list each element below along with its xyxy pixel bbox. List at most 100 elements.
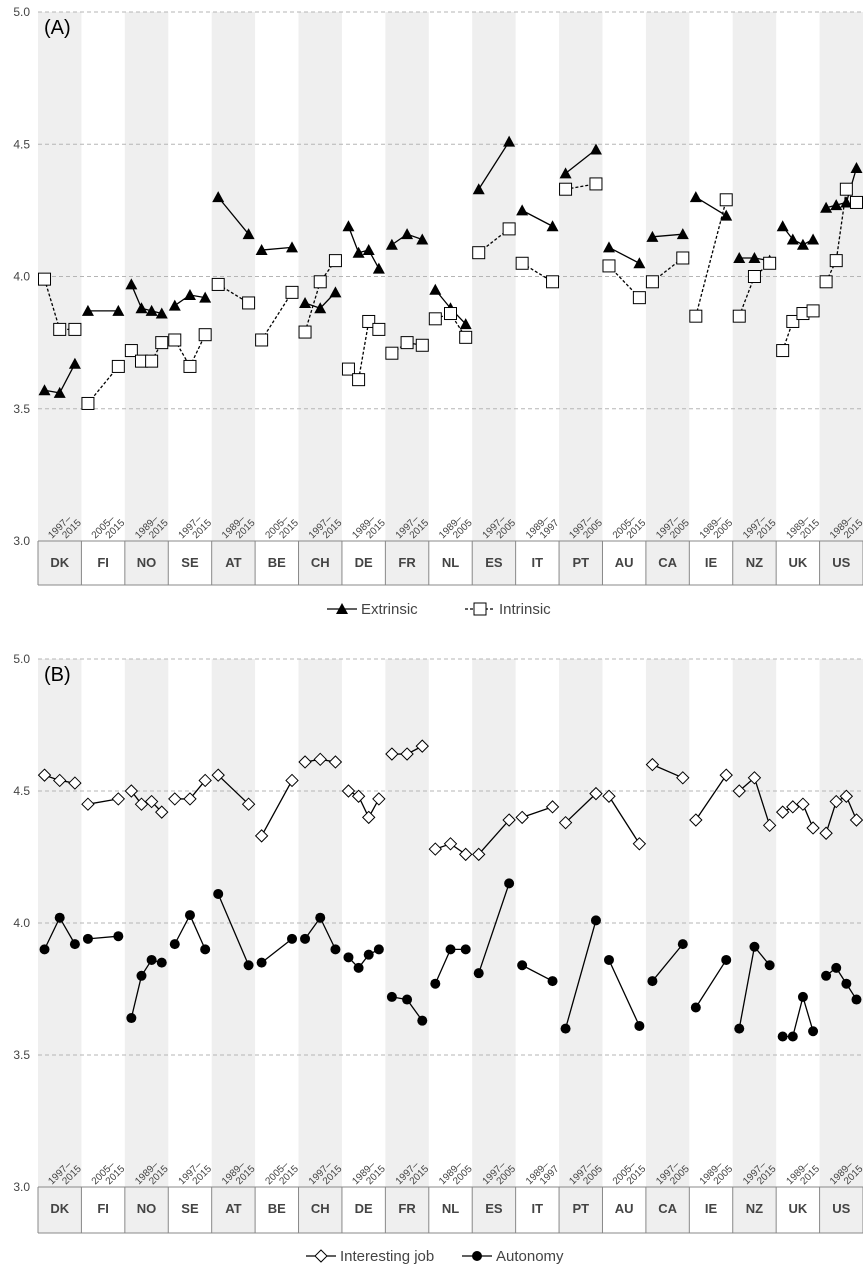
series-line-intrinsic: [825, 187, 858, 283]
point-interesting-job: [502, 813, 516, 827]
point-extrinsic: [796, 238, 809, 250]
point-autonomy: [430, 978, 441, 989]
y-tick-label: 4.5: [13, 784, 30, 798]
point-autonomy: [777, 1031, 788, 1042]
point-autonomy: [504, 878, 515, 889]
point-interesting-job: [362, 810, 376, 825]
point-extrinsic: [807, 233, 820, 245]
point-autonomy: [634, 1020, 645, 1031]
point-intrinsic: [589, 177, 603, 191]
point-intrinsic: [352, 373, 366, 387]
panel-label: (A): [44, 17, 71, 39]
point-interesting-job: [786, 800, 800, 814]
country-label: ES: [485, 1201, 503, 1216]
point-extrinsic: [689, 191, 702, 203]
column-band: [472, 659, 516, 1233]
point-intrinsic: [313, 275, 327, 289]
point-interesting-job: [819, 826, 833, 840]
point-interesting-job: [602, 789, 616, 803]
country-label: SE: [181, 1201, 199, 1216]
point-intrinsic: [676, 251, 690, 265]
column-band: [385, 12, 429, 585]
point-autonomy: [156, 957, 167, 968]
point-extrinsic: [720, 209, 733, 221]
point-autonomy: [473, 968, 484, 979]
point-intrinsic: [546, 275, 560, 289]
point-interesting-job: [254, 829, 269, 843]
point-autonomy: [402, 994, 413, 1005]
country-label: FI: [97, 1201, 109, 1216]
country-label: NO: [137, 555, 157, 570]
series-line-autonomy: [695, 959, 727, 1008]
point-interesting-job: [775, 805, 790, 819]
point-interesting-job: [796, 797, 810, 811]
country-label: AU: [615, 555, 634, 570]
point-extrinsic: [329, 286, 342, 298]
point-extrinsic: [145, 304, 158, 316]
point-interesting-job: [849, 813, 863, 827]
point-interesting-job: [298, 755, 312, 769]
point-interesting-job: [428, 842, 443, 856]
legend-marker-intrinsic: [473, 602, 487, 616]
point-interesting-job: [198, 773, 212, 788]
point-extrinsic: [314, 302, 327, 314]
point-extrinsic: [155, 307, 168, 319]
point-intrinsic: [372, 322, 386, 336]
point-extrinsic: [135, 302, 148, 314]
point-interesting-job: [351, 789, 366, 803]
point-autonomy: [126, 1013, 137, 1024]
country-label: NZ: [746, 555, 763, 570]
series-line-autonomy: [130, 959, 162, 1019]
point-extrinsic: [559, 167, 572, 179]
point-autonomy: [841, 978, 852, 989]
point-interesting-job: [53, 773, 67, 788]
point-interesting-job: [558, 815, 573, 830]
legend-marker-interesting-job: [314, 1249, 328, 1263]
legend-label: Interesting job: [340, 1248, 434, 1265]
column-band: [38, 12, 82, 585]
point-extrinsic: [199, 291, 212, 303]
point-intrinsic: [362, 314, 376, 328]
point-intrinsic: [124, 344, 138, 358]
point-intrinsic: [145, 354, 159, 368]
point-interesting-job: [124, 784, 139, 798]
point-extrinsic: [602, 241, 615, 253]
point-autonomy: [315, 912, 326, 923]
point-intrinsic: [38, 272, 52, 286]
point-intrinsic: [255, 333, 269, 347]
country-label: SE: [181, 555, 199, 570]
country-label: IE: [705, 1201, 718, 1216]
point-interesting-job: [645, 757, 660, 772]
point-extrinsic: [286, 241, 299, 253]
point-autonomy: [764, 960, 775, 971]
point-intrinsic: [444, 307, 457, 321]
point-interesting-job: [341, 784, 356, 798]
series-line-autonomy: [217, 893, 250, 966]
point-intrinsic: [168, 333, 182, 347]
point-extrinsic: [850, 162, 863, 174]
point-extrinsic: [372, 262, 385, 274]
country-label: IT: [532, 1201, 544, 1216]
column-band: [124, 12, 169, 585]
legend-label: Extrinsic: [361, 601, 418, 618]
legend: Interesting job Autonomy: [306, 1248, 564, 1265]
series-line-autonomy: [651, 943, 684, 982]
point-autonomy: [517, 960, 528, 971]
point-interesting-job: [589, 786, 603, 801]
country-label: CH: [311, 555, 330, 570]
point-autonomy: [343, 952, 354, 963]
point-intrinsic: [849, 195, 863, 209]
series-line-extrinsic: [695, 196, 727, 217]
point-intrinsic: [298, 325, 312, 339]
series-line-extrinsic: [217, 196, 250, 235]
point-interesting-job: [458, 847, 473, 862]
point-intrinsic: [602, 259, 616, 273]
country-label: NL: [442, 1201, 459, 1216]
point-autonomy: [146, 954, 157, 965]
point-intrinsic: [183, 359, 197, 373]
point-extrinsic: [212, 191, 225, 203]
point-autonomy: [787, 1031, 798, 1042]
point-intrinsic: [747, 270, 761, 283]
country-label: FR: [398, 1201, 416, 1216]
point-extrinsic: [68, 357, 81, 369]
